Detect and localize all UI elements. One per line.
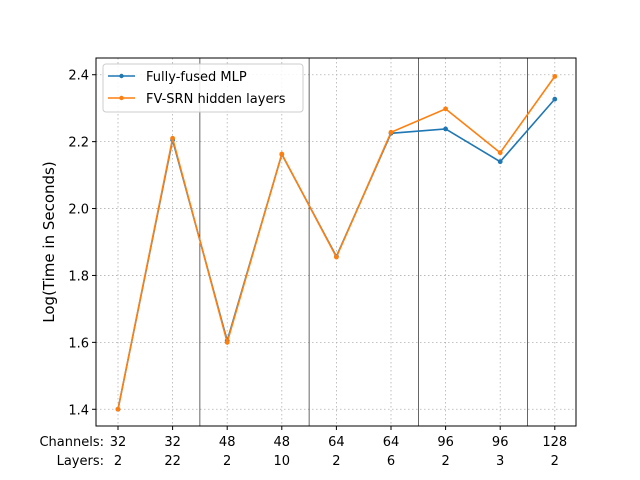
y-tick-label: 2.0: [68, 203, 89, 218]
x-tick-label-layers: 2: [114, 454, 122, 469]
x-tick-label-channels: 64: [328, 435, 345, 450]
y-tick-label: 1.6: [68, 336, 89, 351]
x-tick-label-layers: 22: [164, 454, 181, 469]
x-tick-label-channels: 32: [164, 435, 181, 450]
x-tick-label-channels: 48: [219, 435, 236, 450]
data-point: [497, 150, 503, 156]
y-tick-label: 1.8: [68, 269, 89, 284]
x-tick-label-layers: 10: [274, 454, 291, 469]
grid: [96, 58, 576, 426]
series-lines: [115, 74, 558, 412]
y-tick-label: 1.4: [68, 403, 89, 418]
data-point: [334, 254, 339, 260]
data-point: [497, 159, 503, 165]
y-tick-label: 2.2: [68, 136, 89, 151]
data-point: [388, 129, 394, 135]
data-point: [279, 151, 285, 157]
x-tick-label-layers: 2: [551, 454, 559, 469]
x-tick-label-channels: 48: [274, 435, 291, 450]
legend: Fully-fused MLP FV-SRN hidden layers: [102, 63, 304, 113]
x-tick-label-channels: 96: [492, 435, 509, 450]
legend-marker-fv-srn: [119, 95, 124, 101]
group-separators: [199, 58, 528, 426]
x-row-label-layers: Layers:: [57, 454, 104, 469]
data-point: [443, 106, 448, 112]
x-tick-label-channels: 96: [437, 435, 454, 450]
data-point: [170, 135, 176, 141]
x-tick-label-layers: 3: [496, 454, 504, 469]
x-axis: Channels: Layers: 3223222482481064264696…: [39, 426, 567, 469]
y-axis: 1.4 1.6 1.8 2.0 2.2 2.4: [68, 69, 96, 418]
x-row-label-channels: Channels:: [39, 435, 104, 450]
y-axis-label: Log(Time in Seconds): [40, 161, 58, 322]
legend-marker-fully-fused: [119, 73, 124, 79]
legend-label-fully-fused: Fully-fused MLP: [146, 70, 247, 85]
data-point: [552, 74, 558, 79]
x-tick-label-channels: 64: [383, 435, 400, 450]
y-tick-label: 2.4: [68, 69, 89, 84]
x-tick-label-layers: 2: [332, 454, 340, 469]
x-tick-label-channels: 128: [542, 435, 567, 450]
data-point: [552, 96, 558, 102]
x-tick-label-layers: 2: [223, 454, 231, 469]
legend-box: [102, 63, 304, 113]
data-point: [224, 339, 230, 345]
x-tick-label-channels: 32: [110, 435, 127, 450]
x-tick-label-layers: 2: [441, 454, 449, 469]
data-point: [443, 126, 448, 132]
legend-label-fv-srn: FV-SRN hidden layers: [146, 92, 286, 107]
x-tick-label-layers: 6: [387, 454, 395, 469]
data-point: [115, 406, 121, 412]
